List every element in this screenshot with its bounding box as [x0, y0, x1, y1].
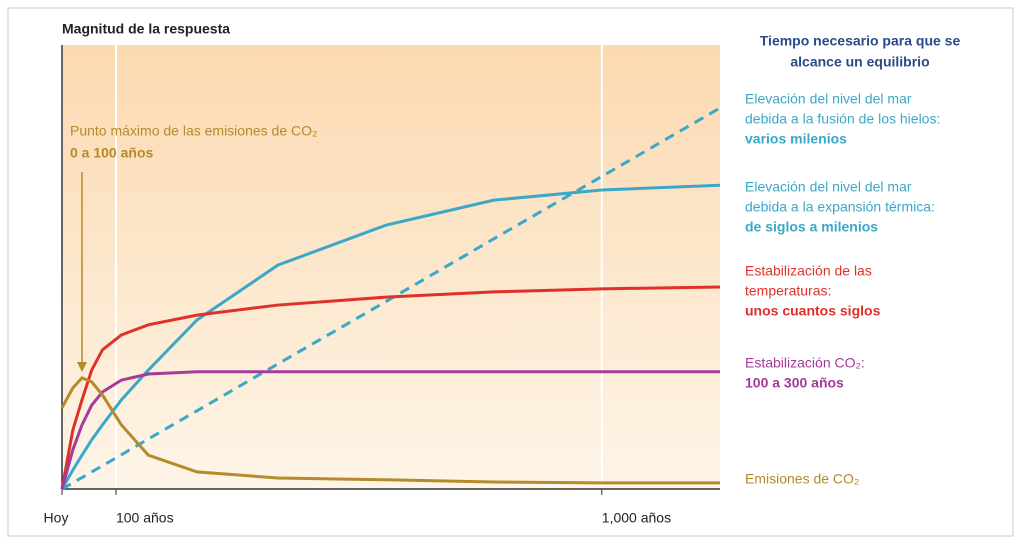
annotation: Punto máximo de las emisiones de CO₂	[70, 123, 317, 139]
annotation-arrowhead	[77, 362, 87, 372]
legend-title: Tiempo necesario para que se	[760, 33, 961, 49]
legend-label: de siglos a milenios	[745, 219, 878, 235]
series-line	[61, 106, 721, 491]
legend-label: varios milenios	[745, 131, 847, 147]
legend-label: 100 a 300 años	[745, 375, 844, 391]
legend-panel	[733, 80, 1003, 500]
legend-label: debida a la expansión térmica:	[745, 199, 935, 215]
series-line	[60, 183, 721, 490]
legend-label: Elevación del nivel del mar	[745, 91, 912, 107]
legend-label: Estabilización de las	[745, 263, 872, 279]
x-tick-label: Hoy	[44, 510, 69, 526]
annotation: 0 a 100 años	[70, 145, 153, 161]
legend-label: Elevación del nivel del mar	[745, 179, 912, 195]
series-line	[60, 285, 721, 490]
series-line	[60, 370, 720, 490]
plot-area	[62, 45, 720, 489]
legend-label: temperaturas:	[745, 283, 831, 299]
chart-title: Magnitud de la respuesta	[62, 21, 230, 37]
series-line	[60, 376, 720, 485]
legend-label: debida a la fusión de los hielos:	[745, 111, 940, 127]
x-tick-label: 1,000 años	[602, 510, 671, 526]
legend-title: alcance un equilibrio	[790, 54, 929, 70]
legend-label: unos cuantos siglos	[745, 303, 881, 319]
legend-label: Estabilización CO₂:	[745, 355, 865, 371]
legend-label: Emisiones de CO₂	[745, 471, 859, 487]
x-tick-label: 100 años	[116, 510, 174, 526]
